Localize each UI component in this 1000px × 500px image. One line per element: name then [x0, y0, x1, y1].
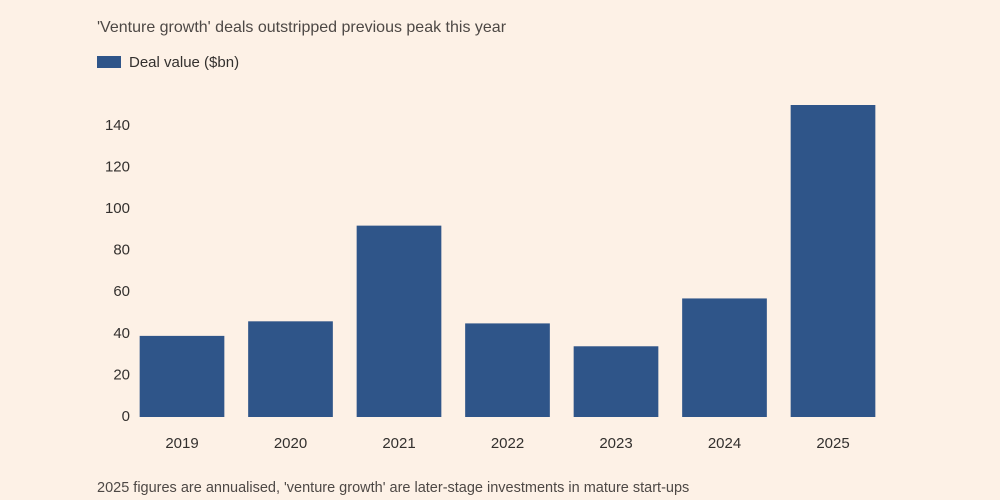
y-tick-label: 80: [113, 242, 130, 259]
bar: [465, 323, 550, 417]
y-tick-label: 100: [105, 200, 130, 217]
chart-subtitle: 'Venture growth' deals outstripped previ…: [97, 19, 507, 36]
x-tick-label: 2025: [816, 435, 849, 452]
bar: [356, 225, 442, 417]
x-tick-label: 2024: [708, 435, 741, 452]
x-tick-label: 2022: [491, 435, 524, 452]
bar: [573, 346, 659, 417]
x-tick-label: 2021: [382, 435, 415, 452]
y-tick-label: 120: [105, 158, 130, 175]
y-tick-label: 20: [113, 366, 130, 383]
x-tick-label: 2023: [599, 435, 632, 452]
bar: [139, 335, 225, 417]
chart-note: 2025 figures are annualised, 'venture gr…: [97, 480, 689, 496]
bar: [682, 298, 767, 417]
legend-swatch: [97, 56, 121, 68]
legend-label: Deal value ($bn): [129, 54, 239, 71]
y-tick-label: 140: [105, 117, 130, 134]
x-tick-label: 2020: [274, 435, 307, 452]
y-tick-label: 40: [113, 325, 130, 342]
y-tick-label: 0: [122, 408, 130, 425]
bar: [248, 321, 333, 417]
x-tick-label: 2019: [165, 435, 198, 452]
y-tick-label: 60: [113, 283, 130, 300]
bar: [790, 105, 876, 417]
